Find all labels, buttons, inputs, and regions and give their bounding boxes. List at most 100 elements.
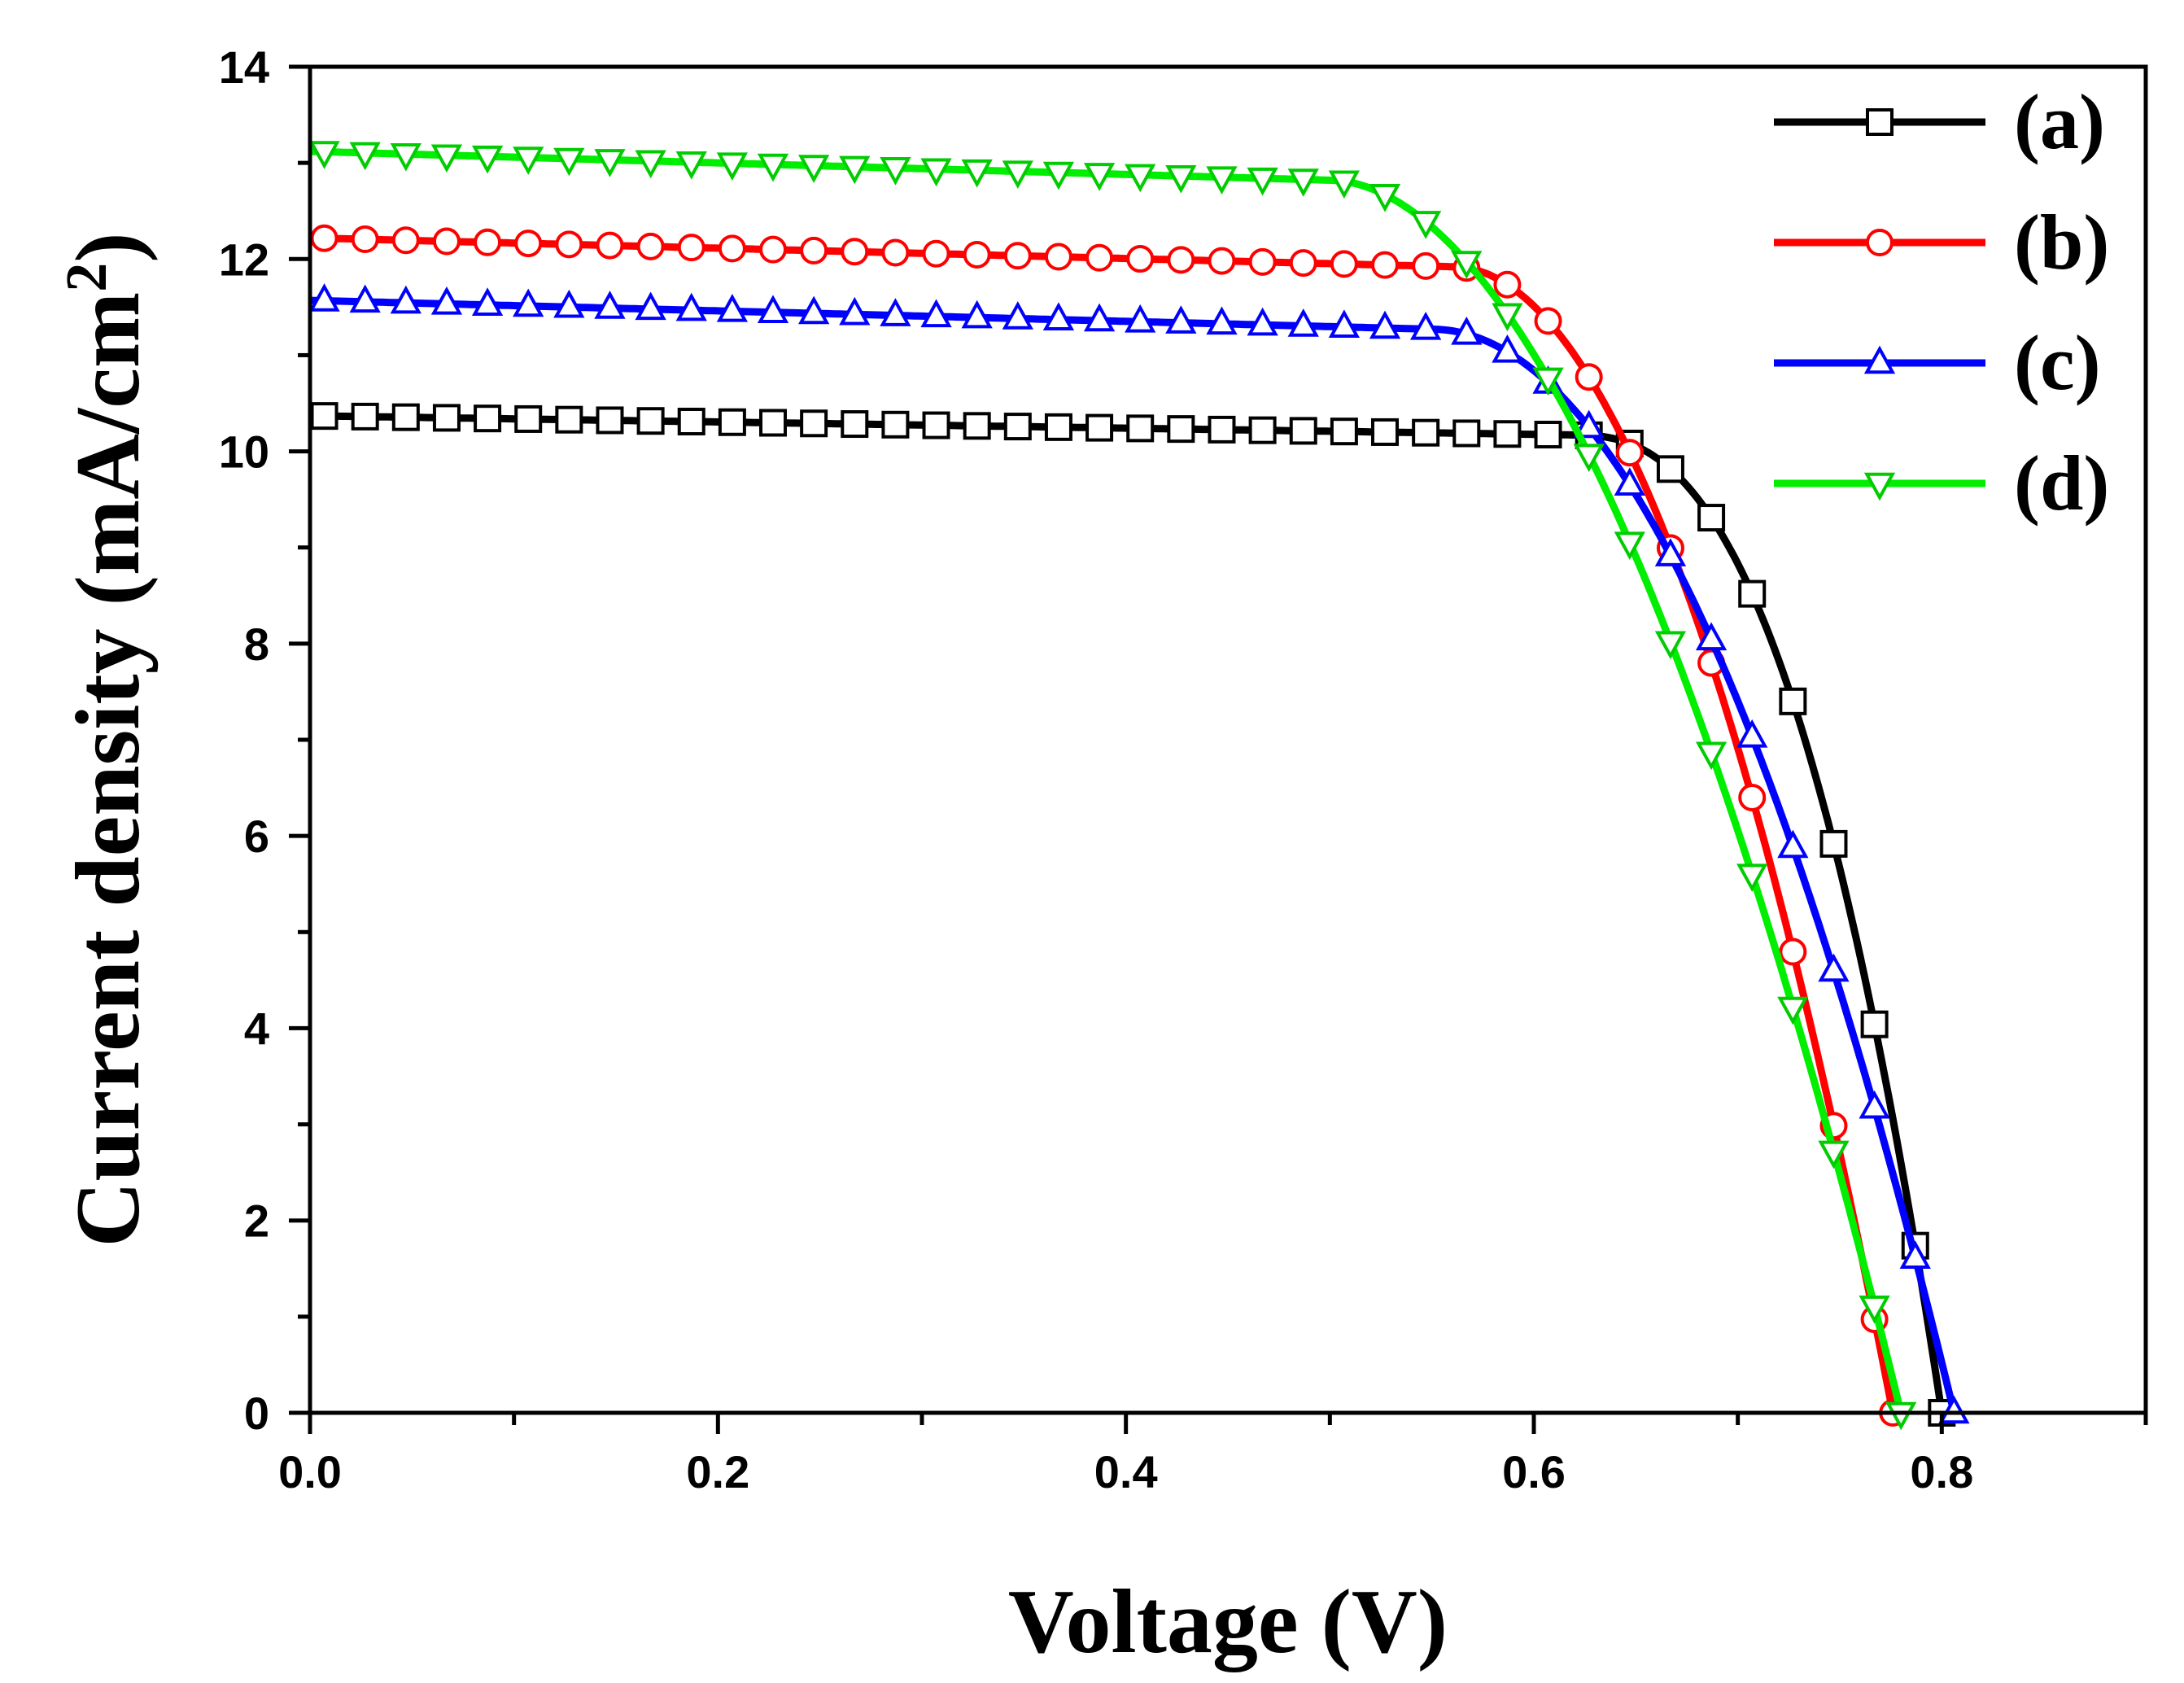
data-point xyxy=(1697,504,1726,532)
data-point xyxy=(391,403,420,431)
data-point xyxy=(555,405,583,434)
data-point xyxy=(961,159,993,188)
data-point xyxy=(555,230,583,259)
data-point xyxy=(759,409,788,437)
data-point xyxy=(675,292,707,321)
data-point xyxy=(1369,310,1401,339)
data-point xyxy=(1938,1395,1970,1424)
data-point xyxy=(963,412,991,440)
legend-label: (b) xyxy=(2014,199,2109,286)
data-point xyxy=(390,143,422,172)
data-point xyxy=(471,145,504,174)
data-point xyxy=(351,225,379,254)
data-point xyxy=(1002,301,1033,330)
data-point xyxy=(1085,243,1114,272)
legend-item-b: (b) xyxy=(1774,199,2109,286)
data-point xyxy=(391,226,420,255)
data-point xyxy=(310,224,339,252)
data-point xyxy=(1083,303,1116,332)
data-point xyxy=(1369,183,1401,212)
data-point xyxy=(675,151,707,180)
data-point xyxy=(677,234,705,262)
data-point xyxy=(1125,304,1156,333)
data-point xyxy=(1863,345,1896,374)
data-point xyxy=(1654,538,1687,566)
data-point xyxy=(1736,863,1768,892)
data-point xyxy=(1044,413,1072,441)
data-point xyxy=(1287,308,1319,337)
data-point xyxy=(1330,417,1358,446)
y-axis-title-superscript: 2 xyxy=(54,263,119,292)
x-tick-label: 0.2 xyxy=(686,1446,749,1497)
data-point xyxy=(310,402,339,431)
y-tick-label: 8 xyxy=(244,619,269,670)
x-tick-label: 0.0 xyxy=(278,1446,342,1497)
data-point xyxy=(1818,953,1850,982)
data-point xyxy=(1330,250,1358,278)
y-tick-label: 12 xyxy=(219,234,269,285)
data-point xyxy=(798,155,830,183)
data-point xyxy=(432,227,461,256)
data-point xyxy=(349,142,381,171)
data-point xyxy=(636,232,665,260)
data-point xyxy=(1859,1295,1890,1324)
y-axis-title-suffix: ) xyxy=(58,232,159,262)
data-point xyxy=(961,299,993,329)
data-point xyxy=(1042,161,1075,190)
data-point xyxy=(1289,249,1317,278)
series-b xyxy=(309,224,1907,1427)
data-point xyxy=(1863,472,1896,501)
data-point xyxy=(1208,247,1236,275)
data-point xyxy=(594,149,626,177)
data-point xyxy=(1083,163,1116,191)
data-point xyxy=(1532,367,1564,396)
y-tick-label: 4 xyxy=(244,1003,269,1054)
x-tick-label: 0.4 xyxy=(1094,1446,1158,1497)
legend-label: (c) xyxy=(2014,319,2101,406)
data-point xyxy=(1614,531,1645,561)
data-point xyxy=(1899,1240,1931,1269)
data-point xyxy=(1695,622,1728,651)
data-point xyxy=(718,408,746,436)
data-point xyxy=(1371,417,1400,446)
data-point xyxy=(1002,160,1033,189)
data-point xyxy=(308,283,340,312)
data-point xyxy=(1167,246,1195,274)
legend-item-a: (a) xyxy=(1774,78,2105,165)
data-point xyxy=(1534,420,1562,448)
x-tick-label: 0.6 xyxy=(1502,1446,1566,1497)
y-tick-label: 14 xyxy=(219,42,269,93)
data-point xyxy=(1206,166,1238,195)
data-point xyxy=(1452,419,1481,448)
data-point xyxy=(1779,938,1807,966)
data-point xyxy=(474,404,502,433)
y-tick-label: 0 xyxy=(244,1388,269,1439)
data-point xyxy=(1044,243,1072,271)
data-point xyxy=(718,234,746,263)
ticks-layer: 0.0 0.2 0.4 0.6 0.8 0 2 4 6 8 10 12 14 xyxy=(219,42,2148,1497)
data-point xyxy=(430,144,463,173)
data-point xyxy=(1208,415,1236,444)
data-point xyxy=(1859,1090,1890,1119)
data-point xyxy=(1412,251,1440,280)
data-point xyxy=(1492,303,1523,332)
data-point xyxy=(920,299,952,328)
data-point xyxy=(1410,211,1442,239)
data-point xyxy=(1371,251,1400,279)
data-point xyxy=(1866,229,1894,256)
data-point xyxy=(1534,307,1562,335)
x-tick-label: 0.8 xyxy=(1910,1446,1973,1497)
data-point xyxy=(1738,579,1767,608)
data-point xyxy=(963,240,991,269)
data-point xyxy=(1860,1010,1889,1038)
data-point xyxy=(1125,164,1156,193)
data-point xyxy=(1695,741,1728,771)
data-point xyxy=(920,158,952,187)
data-point xyxy=(1451,317,1483,345)
data-point xyxy=(308,141,340,169)
data-point xyxy=(1573,409,1605,439)
data-point xyxy=(880,157,911,186)
data-point xyxy=(1656,455,1684,483)
data-point xyxy=(800,236,828,264)
